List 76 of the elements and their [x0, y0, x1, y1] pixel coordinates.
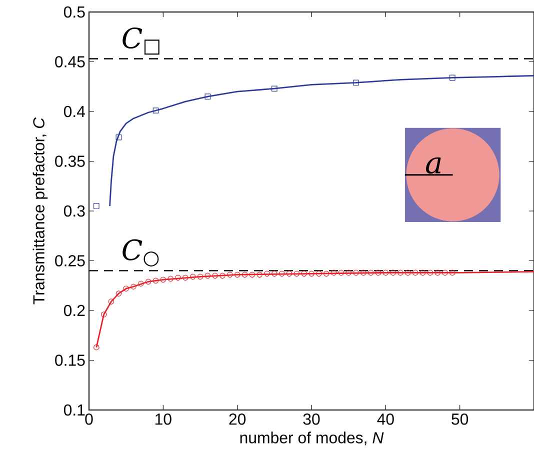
x-axis-title: number of modes, N [240, 432, 384, 446]
point [338, 270, 344, 276]
point [242, 272, 248, 278]
point [272, 270, 278, 277]
point [234, 272, 240, 278]
point [249, 272, 256, 278]
x-tick-label: 20 [229, 414, 246, 425]
point [123, 286, 129, 292]
y-tick-label: 0.4 [64, 106, 86, 118]
point [227, 272, 233, 278]
point [308, 270, 314, 277]
point [398, 270, 404, 276]
point [130, 284, 136, 290]
point [412, 270, 418, 276]
point [152, 108, 159, 114]
point [145, 278, 152, 285]
line-series [109, 74, 534, 207]
y-tick-label: 0.25 [55, 255, 85, 266]
point [264, 270, 270, 277]
point [353, 270, 359, 276]
point [434, 270, 440, 276]
annotation: a [426, 157, 441, 174]
y-tick-label: 0.2 [64, 304, 85, 316]
point [256, 272, 262, 278]
point [168, 276, 174, 282]
x-tick-label: 10 [156, 414, 172, 425]
y-tick-label: 0.35 [55, 156, 85, 167]
point [204, 272, 211, 279]
x-tick-label: 0 [85, 414, 93, 425]
ref-line-label: C$_{□}$ [122, 27, 160, 55]
x-tick-label: 30 [303, 414, 320, 425]
point [278, 270, 285, 277]
point [160, 276, 166, 283]
point [116, 134, 122, 140]
point [190, 274, 196, 280]
point [360, 270, 366, 276]
point [116, 290, 122, 296]
point [330, 270, 337, 276]
point [100, 312, 107, 318]
point [212, 272, 218, 279]
y-tick-label: 0.3 [64, 205, 85, 217]
y-tick-label: 0.1 [64, 404, 85, 416]
point [427, 270, 434, 276]
point [272, 86, 278, 92]
ref-line-label: C$_{○}$ [122, 239, 159, 267]
point [182, 274, 188, 281]
point [382, 270, 389, 276]
point [294, 270, 300, 277]
point [94, 203, 100, 209]
point [420, 270, 426, 276]
x-tick-label: 50 [452, 414, 468, 425]
point [442, 270, 448, 276]
y-tick-label: 0.15 [55, 354, 85, 366]
point [450, 270, 456, 276]
y-tick-label: 0.45 [55, 56, 85, 68]
point [220, 272, 226, 279]
point [204, 94, 211, 100]
point [375, 270, 382, 276]
point [346, 270, 352, 276]
point [316, 270, 322, 277]
point [390, 270, 396, 276]
x-tick-label: 40 [377, 414, 394, 425]
point [450, 74, 456, 81]
point [286, 270, 292, 277]
point [197, 274, 204, 280]
point [368, 270, 374, 276]
point [108, 298, 114, 304]
y-axis-title: Transmittance prefactor, C [32, 117, 48, 304]
point [353, 80, 359, 86]
point [301, 270, 307, 277]
y-tick-label: 0.5 [64, 6, 85, 18]
point [152, 278, 159, 284]
point [405, 270, 411, 276]
point [323, 270, 330, 277]
point [138, 280, 144, 287]
point [175, 274, 181, 281]
